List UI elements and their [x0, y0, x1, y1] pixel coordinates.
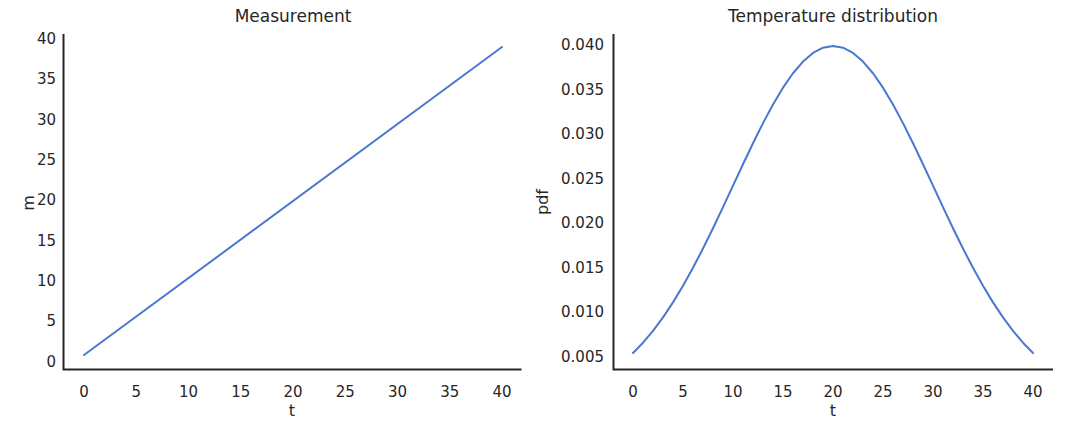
- x-tick-label: 35: [973, 383, 992, 401]
- x-tick-label: 25: [873, 383, 892, 401]
- x-axis-label: t: [289, 401, 295, 420]
- plot-svg: [0, 0, 1080, 432]
- y-tick-label: 0.035: [561, 81, 604, 99]
- x-tick-label: 0: [628, 383, 638, 401]
- measurement-line: [84, 47, 502, 355]
- x-axis-label: t: [830, 401, 836, 420]
- chart-title: Temperature distribution: [728, 6, 938, 26]
- x-tick-label: 25: [336, 383, 355, 401]
- y-tick-label: 10: [37, 272, 56, 290]
- figure-canvas: Measurement t m 0 5 10 15 20 25 30 35 40 0 5 10 15 20…: [0, 0, 1080, 432]
- x-tick-label: 15: [773, 383, 792, 401]
- x-tick-label: 15: [231, 383, 250, 401]
- x-tick-label: 40: [492, 383, 511, 401]
- y-tick-label: 15: [37, 232, 56, 250]
- y-tick-label: 5: [46, 312, 56, 330]
- x-tick-label: 10: [179, 383, 198, 401]
- y-tick-label: 0.030: [561, 125, 604, 143]
- x-tick-label: 30: [388, 383, 407, 401]
- x-tick-label: 30: [923, 383, 942, 401]
- y-axis-label: pdf: [533, 189, 552, 215]
- y-tick-label: 20: [37, 191, 56, 209]
- y-tick-label: 25: [37, 151, 56, 169]
- x-tick-label: 40: [1023, 383, 1042, 401]
- y-axis-label: m: [19, 195, 38, 211]
- chart-title: Measurement: [235, 6, 352, 26]
- y-tick-label: 30: [37, 111, 56, 129]
- x-tick-label: 0: [79, 383, 89, 401]
- x-tick-label: 5: [131, 383, 141, 401]
- x-tick-label: 10: [723, 383, 742, 401]
- y-tick-label: 0: [46, 353, 56, 371]
- pdf-curve: [633, 46, 1033, 353]
- x-tick-label: 35: [440, 383, 459, 401]
- y-tick-label: 40: [37, 30, 56, 48]
- y-tick-label: 0.040: [561, 36, 604, 54]
- y-tick-label: 0.020: [561, 214, 604, 232]
- y-tick-label: 0.005: [561, 348, 604, 366]
- y-tick-label: 35: [37, 70, 56, 88]
- x-tick-label: 20: [823, 383, 842, 401]
- x-tick-label: 5: [678, 383, 688, 401]
- y-tick-label: 0.015: [561, 259, 604, 277]
- y-tick-label: 0.010: [561, 303, 604, 321]
- y-tick-label: 0.025: [561, 170, 604, 188]
- temperature-axes-spines: [613, 34, 1054, 370]
- x-tick-label: 20: [283, 383, 302, 401]
